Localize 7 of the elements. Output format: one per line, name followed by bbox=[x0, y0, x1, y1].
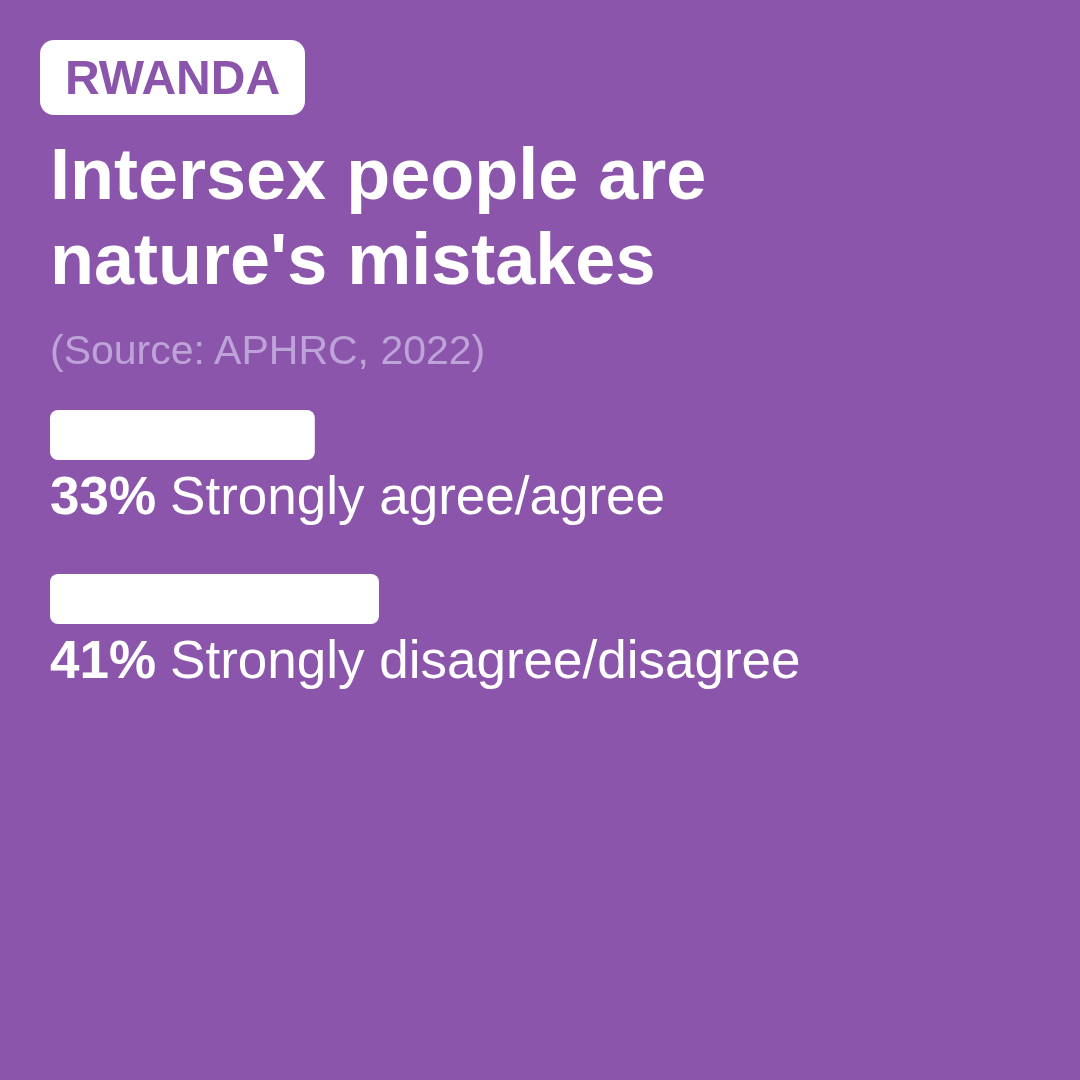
y-tick-label: Strongly agree/agree bbox=[170, 466, 666, 525]
badge: RWANDA bbox=[40, 40, 305, 115]
data-label: 41% bbox=[50, 630, 157, 689]
data-label: 33% bbox=[50, 466, 157, 525]
chart-title: Intersex people are nature's mistakes bbox=[50, 133, 708, 301]
text: (Source: APHRC, 2022) bbox=[50, 327, 486, 373]
y-tick-label: Strongly disagree/disagree bbox=[170, 630, 801, 689]
